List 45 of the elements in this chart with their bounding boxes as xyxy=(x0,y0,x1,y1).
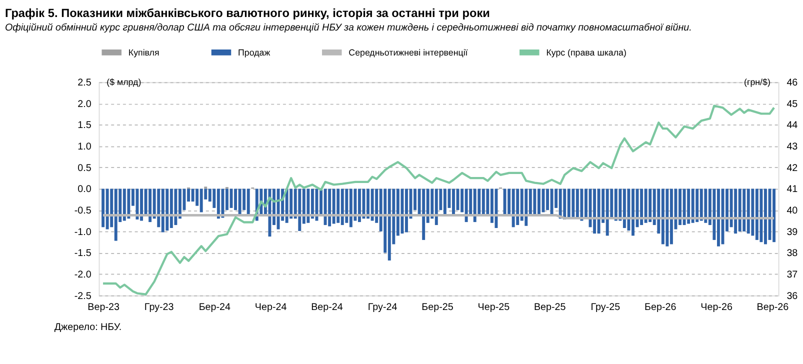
y-tick-label: -2.5 xyxy=(74,290,92,302)
y-tick-label: -1.0 xyxy=(74,226,92,238)
x-tick-label: Вер-25 xyxy=(534,302,566,313)
y-tick-label: 0.0 xyxy=(78,184,92,196)
y-tick-label: 2.0 xyxy=(78,98,92,110)
y2-tick-label: 46 xyxy=(786,78,798,89)
y-tick-label: -1.5 xyxy=(74,248,92,260)
legend-label: Середньотижневі інтервенції xyxy=(348,47,468,58)
legend-label: Курс (права шкала) xyxy=(546,47,626,58)
y-tick-label: 1.5 xyxy=(78,120,92,132)
y-tick-label: -0.5 xyxy=(74,206,92,217)
y2-tick-label: 42 xyxy=(786,162,798,174)
y2-tick-label: 43 xyxy=(786,142,798,153)
x-tick-label: Чер-26 xyxy=(700,302,733,313)
x-tick-label: Чер-25 xyxy=(478,302,510,313)
y2-tick-label: 44 xyxy=(786,120,798,132)
x-tick-label: Вер-23 xyxy=(88,302,120,313)
y-tick-label: -2.0 xyxy=(74,270,92,281)
x-tick-label: Бер-25 xyxy=(422,302,454,313)
line-series xyxy=(102,104,776,296)
y2-tick-label: 36 xyxy=(786,290,798,302)
x-tick-label: Чер-24 xyxy=(254,302,288,313)
legend-label: Продаж xyxy=(238,47,270,58)
x-tick-label: Гру-24 xyxy=(368,302,398,313)
x-tick-label: Гру-25 xyxy=(590,302,621,313)
y2-tick-label: 40 xyxy=(786,206,798,217)
chart-title: Графік 5. Показники міжбанківського валютного ринку, історія за останні три роки xyxy=(4,6,490,20)
y2-tick-label: 38 xyxy=(786,248,798,260)
x-tick-label: Гру-23 xyxy=(144,302,174,313)
x-tick-label: Вер-26 xyxy=(756,302,790,313)
y2-tick-label: 39 xyxy=(786,226,798,238)
chart-subtitle: Офіційний обмінний курс гривня/долар США та обсяги інтервенцій НБУ за кожен тиждень і середньотижневі від початку повномасштабної війни. xyxy=(4,22,692,34)
y2-tick-label: 41 xyxy=(786,184,798,196)
y2-axis-title: (грн/$) xyxy=(744,77,770,88)
x-tick-label: Бер-24 xyxy=(198,302,232,313)
y2-tick-label: 37 xyxy=(786,270,798,281)
x-tick-label: Вер-24 xyxy=(311,302,344,313)
y-tick-label: 0.5 xyxy=(78,162,92,174)
text: Джерело: НБУ. xyxy=(54,322,122,333)
y2-tick-label: 45 xyxy=(786,98,798,110)
y-tick-label: 1.0 xyxy=(78,142,92,153)
legend-label: Купівля xyxy=(128,47,160,58)
x-tick-label: Бер-26 xyxy=(644,302,677,313)
y-axis-title: ($ млрд) xyxy=(106,77,142,88)
y-tick-label: 2.5 xyxy=(78,78,92,89)
